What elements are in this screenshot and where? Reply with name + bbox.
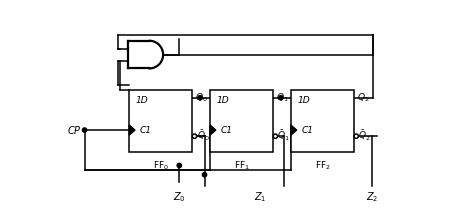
Text: 1D: 1D bbox=[297, 96, 310, 105]
Text: 1D: 1D bbox=[216, 96, 229, 105]
Text: $\bar{Q}_0$: $\bar{Q}_0$ bbox=[196, 129, 209, 143]
Text: $Q_1$: $Q_1$ bbox=[276, 91, 289, 104]
Text: 1D: 1D bbox=[135, 96, 148, 105]
Text: C1: C1 bbox=[221, 126, 233, 135]
Text: C1: C1 bbox=[140, 126, 152, 135]
Text: $\mathrm{FF}_0$: $\mathrm{FF}_0$ bbox=[153, 159, 169, 172]
Circle shape bbox=[203, 172, 207, 177]
Circle shape bbox=[177, 163, 181, 168]
Text: $CP$: $CP$ bbox=[67, 124, 81, 136]
Text: $\bar{Q}_2$: $\bar{Q}_2$ bbox=[358, 129, 371, 143]
Text: $\bar{Q}_1$: $\bar{Q}_1$ bbox=[277, 129, 290, 143]
Text: $\mathrm{FF}_2$: $\mathrm{FF}_2$ bbox=[314, 159, 330, 172]
Text: $Z_0$: $Z_0$ bbox=[173, 190, 186, 204]
Text: $Q_0$: $Q_0$ bbox=[196, 91, 208, 104]
Polygon shape bbox=[210, 125, 216, 135]
Circle shape bbox=[198, 96, 202, 100]
Text: C1: C1 bbox=[302, 126, 313, 135]
Text: $\mathrm{FF}_1$: $\mathrm{FF}_1$ bbox=[234, 159, 250, 172]
Text: $Z_1$: $Z_1$ bbox=[254, 190, 266, 204]
Text: $Q_2$: $Q_2$ bbox=[357, 91, 369, 104]
Polygon shape bbox=[291, 125, 297, 135]
Circle shape bbox=[354, 134, 359, 138]
Circle shape bbox=[273, 134, 277, 138]
Bar bbox=[129, 90, 192, 152]
Circle shape bbox=[192, 134, 196, 138]
Circle shape bbox=[82, 128, 87, 132]
Circle shape bbox=[279, 96, 283, 100]
Polygon shape bbox=[129, 125, 135, 135]
Text: $Z_2$: $Z_2$ bbox=[366, 190, 378, 204]
Bar bbox=[291, 90, 354, 152]
Bar bbox=[210, 90, 273, 152]
